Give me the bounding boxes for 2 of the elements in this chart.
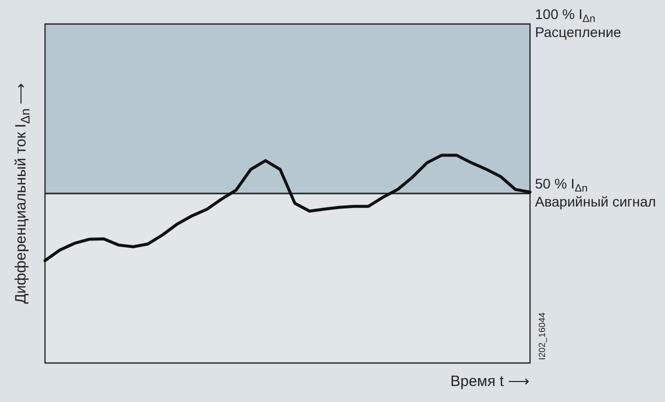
text: I202_16044 xyxy=(537,312,547,360)
x-axis-title: Время t ⟶ xyxy=(450,372,530,390)
